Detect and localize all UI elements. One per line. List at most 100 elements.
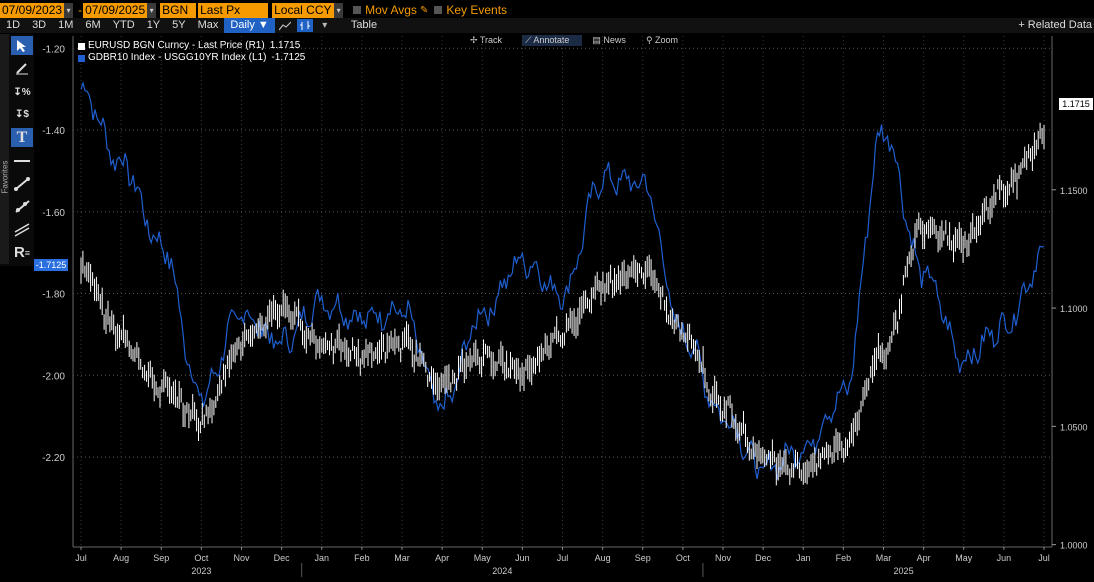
track-label: Track <box>479 35 503 45</box>
month-tick-label: Aug <box>595 553 611 563</box>
cursor-icon[interactable] <box>11 36 33 55</box>
key-events-checkbox[interactable] <box>434 6 443 14</box>
legend-item-spread[interactable]: GDBR10 Index - USGG10YR Index (L1) -1.71… <box>78 52 305 64</box>
table-button[interactable]: Table <box>350 19 378 31</box>
start-date-field[interactable]: 07/09/2023 <box>0 2 65 18</box>
favorites-tab[interactable]: Favorites <box>0 34 10 264</box>
left-tick-label: -2.00 <box>42 371 65 382</box>
month-tick-label: Nov <box>233 553 250 563</box>
left-tick-label: -1.80 <box>42 290 65 301</box>
month-tick-label: Oct <box>676 553 691 563</box>
start-date-dropdown-icon[interactable]: ▾ <box>64 2 74 18</box>
related-data-button[interactable]: + Related Data <box>1018 19 1092 31</box>
frequency-select[interactable]: Daily ▼ <box>224 18 275 33</box>
fib-icon[interactable]: R ≡ <box>13 244 31 261</box>
zoom-label: Zoom <box>655 35 679 45</box>
chart-legend: EURUSD BGN Curncy - Last Price (R1) 1.17… <box>78 40 305 64</box>
currency-dropdown-icon[interactable]: ▾ <box>334 2 344 18</box>
end-date-field[interactable]: 07/09/2025 <box>83 2 148 18</box>
year-label: 2023 <box>191 566 211 576</box>
right-last-value-tag: 1.1715 <box>1059 98 1093 110</box>
channel-icon[interactable] <box>11 220 33 239</box>
annotate-label: Annotate <box>533 35 570 45</box>
news-label: News <box>603 35 626 45</box>
month-tick-label: Aug <box>113 553 129 563</box>
month-tick-label: Mar <box>394 553 410 563</box>
month-tick-label: Jun <box>997 553 1012 563</box>
source-field[interactable]: BGN <box>160 2 197 18</box>
range-ytd[interactable]: YTD <box>112 19 135 31</box>
mov-avgs-label[interactable]: Mov Avgs <box>365 3 417 17</box>
chart-annotate-bar: ✢ Track ⟋ Annotate ▤ News ⚲ Zoom <box>470 34 698 47</box>
end-date-dropdown-icon[interactable]: ▾ <box>147 2 157 18</box>
legend-item-eurusd[interactable]: EURUSD BGN Curncy - Last Price (R1) 1.17… <box>78 40 305 52</box>
dollar-arrow-icon[interactable]: ↧$ <box>15 109 29 120</box>
month-tick-label: Apr <box>917 553 931 563</box>
month-tick-label: Feb <box>354 553 370 563</box>
left-tick-label: -2.20 <box>42 453 65 464</box>
pen-icon[interactable] <box>11 58 33 77</box>
range-1y[interactable]: 1Y <box>146 19 161 31</box>
left-tick-label: -1.40 <box>42 126 65 137</box>
legend-last-spread: -1.7125 <box>271 52 306 63</box>
range-1d[interactable]: 1D <box>6 19 21 31</box>
month-tick-label: Jul <box>75 553 87 563</box>
left-last-value-tag: -1.7125 <box>34 259 68 271</box>
year-label: 2025 <box>894 566 914 576</box>
range-5y[interactable]: 5Y <box>172 19 186 31</box>
security-input-bar: 07/09/2023 ▾ - 07/09/2025 ▾ BGN Last Px … <box>0 2 1094 18</box>
news-button[interactable]: ▤ News <box>592 35 626 45</box>
currency-select[interactable]: Local CCY <box>272 2 335 18</box>
legend-swatch-spread <box>78 54 85 62</box>
month-tick-label: Oct <box>194 553 209 563</box>
right-tick-label: 1.1000 <box>1060 304 1088 314</box>
legend-label-spread: GDBR10 Index - USGG10YR Index (L1) <box>88 52 267 63</box>
mov-avgs-checkbox[interactable] <box>353 6 362 14</box>
month-tick-label: Sep <box>153 553 169 563</box>
track-button[interactable]: ✢ Track <box>470 35 503 45</box>
range-3d[interactable]: 3D <box>32 19 47 31</box>
series-bars-eurusd <box>80 122 1045 486</box>
percent-arrow-icon[interactable]: ↧% <box>13 87 31 98</box>
month-tick-label: May <box>474 553 492 563</box>
month-tick-label: Feb <box>836 553 852 563</box>
month-tick-label: Mar <box>876 553 892 563</box>
line-chart-icon[interactable] <box>277 19 293 32</box>
range-1m[interactable]: 1M <box>58 19 74 31</box>
horizontal-line-icon[interactable] <box>11 151 33 170</box>
month-tick-label: Sep <box>635 553 651 563</box>
month-tick-label: Apr <box>435 553 449 563</box>
legend-last-eurusd: 1.1715 <box>269 40 301 51</box>
price-field-select[interactable]: Last Px <box>198 2 269 18</box>
month-tick-label: Jul <box>557 553 569 563</box>
mov-avgs-edit-icon[interactable]: ✎ <box>419 4 429 16</box>
ray-line-icon[interactable] <box>11 197 33 216</box>
month-tick-label: May <box>955 553 973 563</box>
month-tick-label: Jun <box>515 553 530 563</box>
month-tick-label: Dec <box>274 553 291 563</box>
range-max[interactable]: Max <box>197 19 219 31</box>
bar-chart-icon[interactable] <box>296 19 313 32</box>
right-tick-label: 1.0000 <box>1060 541 1088 551</box>
left-tick-label: -1.20 <box>42 44 65 55</box>
month-tick-label: Jan <box>314 553 329 563</box>
year-label: 2024 <box>492 566 512 576</box>
month-tick-label: Dec <box>755 553 772 563</box>
month-tick-label: Nov <box>715 553 732 563</box>
trend-line-icon[interactable] <box>11 174 33 193</box>
zoom-button[interactable]: ⚲ Zoom <box>645 35 679 45</box>
legend-swatch-eurusd <box>78 42 85 50</box>
range-6m[interactable]: 6M <box>85 19 101 31</box>
annotate-button[interactable]: ⟋ Annotate <box>522 35 583 46</box>
month-tick-label: Jul <box>1038 553 1050 563</box>
range-toolbar: 1D 3D 1M 6M YTD 1Y 5Y Max Daily ▼ ▾ Tabl… <box>0 18 1094 33</box>
date-separator: - <box>78 3 83 17</box>
month-tick-label: Jan <box>796 553 811 563</box>
key-events-label[interactable]: Key Events <box>446 3 508 17</box>
legend-label-eurusd: EURUSD BGN Curncy - Last Price (R1) <box>88 40 265 51</box>
chart-type-dropdown-icon[interactable]: ▾ <box>322 20 328 31</box>
left-tick-label: -1.60 <box>42 208 65 219</box>
right-tick-label: 1.0500 <box>1060 422 1088 432</box>
text-tool-icon[interactable]: T <box>11 128 33 147</box>
